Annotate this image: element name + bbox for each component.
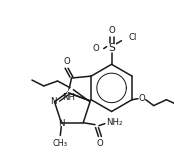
Text: O: O [97,139,103,148]
Text: O: O [138,94,145,103]
Text: N: N [50,97,57,106]
Text: NH: NH [62,93,75,102]
Text: O: O [108,26,115,35]
Text: O: O [92,44,99,53]
Text: N: N [58,119,65,128]
Text: NH₂: NH₂ [106,118,123,127]
Text: CH₃: CH₃ [53,139,68,148]
Text: Cl: Cl [128,33,136,42]
Text: S: S [108,43,115,53]
Text: O: O [63,57,70,66]
